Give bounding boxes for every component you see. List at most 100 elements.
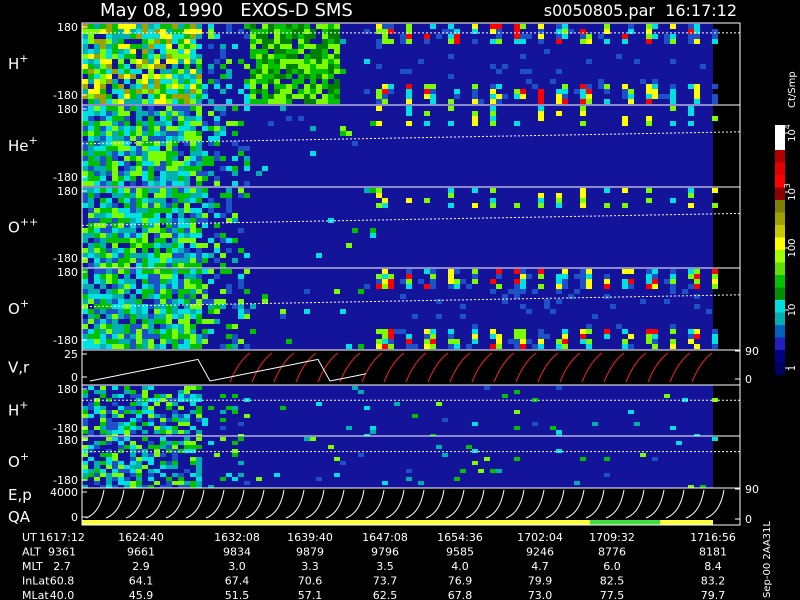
spectrogram-cell <box>262 49 268 54</box>
spectrogram-cell <box>166 29 172 34</box>
spectrogram-cell <box>148 24 154 29</box>
spectrogram-cell <box>220 213 226 218</box>
spectrogram-cell <box>178 319 184 324</box>
spectrogram-cell <box>190 106 196 111</box>
spectrogram-cell <box>100 151 106 156</box>
spectrogram-cell <box>646 29 652 34</box>
spectrogram-cell <box>106 457 112 461</box>
spectrogram-cell <box>130 422 136 426</box>
spectrogram-cell <box>100 59 106 64</box>
spectrogram-cell <box>100 218 106 223</box>
spectrogram-cell <box>106 188 112 193</box>
spectrogram-cell <box>316 74 322 79</box>
spectrogram-cell <box>586 324 592 329</box>
spectrogram-cell <box>556 289 562 294</box>
spectrogram-cell <box>130 89 136 94</box>
spectrogram-cell <box>196 34 202 39</box>
spectrogram-cell <box>190 279 196 284</box>
spectrogram-cell <box>82 233 88 238</box>
spectrogram-cell <box>100 339 106 344</box>
spectrogram-cell <box>118 126 124 131</box>
spectrogram-cell <box>124 223 130 228</box>
spectrogram-cell <box>88 309 94 314</box>
spectrogram-cell <box>430 344 436 349</box>
spectrogram-cell <box>130 465 136 469</box>
spectrogram-cell <box>262 294 268 299</box>
spectrogram-cell <box>166 477 172 481</box>
spectrogram-cell <box>112 89 118 94</box>
spectrogram-cell <box>520 334 526 339</box>
spectrogram-cell <box>154 181 160 186</box>
spectrogram-cell <box>196 29 202 34</box>
colorbar-unit: Ct/Smp <box>787 71 798 108</box>
spectrogram-cell <box>286 339 292 344</box>
spectrogram-cell <box>184 171 190 176</box>
spectrogram-cell <box>448 34 454 39</box>
spectrogram-cell <box>172 344 178 349</box>
spectrogram-cell <box>208 253 214 258</box>
spectrogram-cell <box>136 461 142 465</box>
spectrogram-cell <box>364 188 370 193</box>
spectrogram-cell <box>562 29 568 34</box>
spectrogram-cell <box>712 269 718 274</box>
spectrogram-cell <box>82 193 88 198</box>
spectrogram-cell <box>490 469 496 473</box>
spectrogram-cell <box>136 218 142 223</box>
spectrogram-cell <box>100 329 106 334</box>
label-sup: + <box>19 52 28 65</box>
spectrogram-cell <box>196 84 202 89</box>
spectrogram-cell <box>100 126 106 131</box>
spectrogram-cell <box>316 89 322 94</box>
spectrogram-cell <box>490 89 496 94</box>
spectrogram-cell <box>142 410 148 414</box>
spectrogram-cell <box>652 34 658 39</box>
spectrogram-cell <box>196 54 202 59</box>
spectrogram-cell <box>178 39 184 44</box>
spectrogram-cell <box>208 34 214 39</box>
spectrogram-cell <box>154 309 160 314</box>
colorbar-cell <box>775 337 785 350</box>
spectrogram-cell <box>136 485 142 489</box>
spectrogram-cell <box>250 69 256 74</box>
spectrogram-cell <box>172 289 178 294</box>
spectrogram-cell <box>160 324 166 329</box>
spectrogram-cell <box>412 414 418 418</box>
spectrogram-cell <box>112 106 118 111</box>
spectrogram-cell <box>184 193 190 198</box>
spectrogram-cell <box>628 279 634 284</box>
spectrogram-cell <box>106 39 112 44</box>
spectrogram-cell <box>136 64 142 69</box>
spectrogram-cell <box>166 233 172 238</box>
spectrogram-cell <box>160 319 166 324</box>
y-tick-label: 0 <box>71 371 78 384</box>
cell: 4.7 <box>531 560 549 573</box>
spectrogram-cell <box>82 449 88 453</box>
spectrogram-cell <box>100 453 106 457</box>
spectrogram-cell <box>118 430 124 434</box>
spectrogram-cell <box>580 106 586 111</box>
spectrogram-cell <box>100 274 106 279</box>
spectrogram-cell <box>190 258 196 263</box>
spectrogram-cell <box>448 39 454 44</box>
spectrogram-cell <box>652 94 658 99</box>
spectrogram-cell <box>136 59 142 64</box>
spectrogram-cell <box>148 218 154 223</box>
spectrogram-cell <box>88 126 94 131</box>
spectrogram-cell <box>400 279 406 284</box>
spectrogram-cell <box>622 116 628 121</box>
spectrogram-cell <box>196 461 202 465</box>
spectrogram-cell <box>154 74 160 79</box>
spectrogram-cell <box>166 449 172 453</box>
spectrogram-cell <box>136 166 142 171</box>
spectrogram-cell <box>688 24 694 29</box>
spectrogram-cell <box>160 126 166 131</box>
spectrogram-cell <box>688 188 694 193</box>
spectrogram-cell <box>88 74 94 79</box>
spectrogram-cell <box>148 263 154 268</box>
spectrogram-cell <box>622 89 628 94</box>
spectrogram-cell <box>562 329 568 334</box>
spectrogram-cell <box>130 324 136 329</box>
spectrogram-cell <box>118 84 124 89</box>
spectrogram-cell <box>136 263 142 268</box>
spectrogram-cell <box>694 99 700 104</box>
